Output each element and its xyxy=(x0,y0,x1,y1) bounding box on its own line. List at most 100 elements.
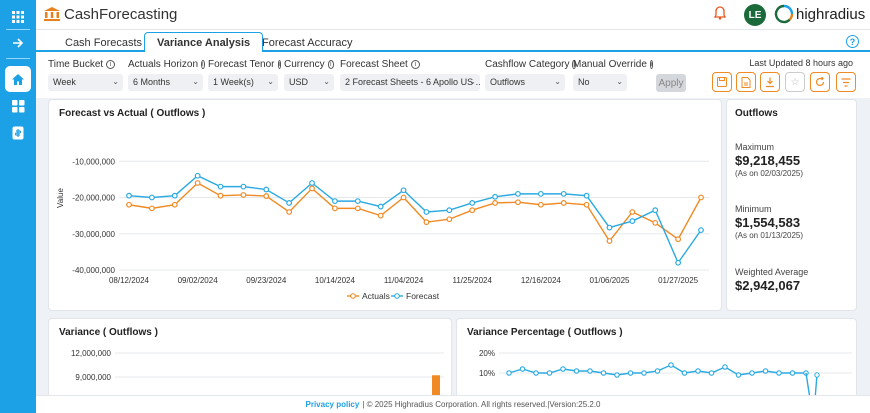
data-point xyxy=(675,259,682,266)
y-tick-label: 20% xyxy=(479,349,495,358)
info-icon[interactable]: i xyxy=(327,60,334,69)
chevron-down-icon: ⌄ xyxy=(616,77,623,86)
currency-value: USD xyxy=(289,77,309,87)
tab-forecast-accuracy[interactable]: Forecast Accuracy xyxy=(262,37,353,49)
data-point xyxy=(423,209,430,215)
filter-forecast-sheet: Forecast Sheet i 2 Forecast Sheets - 6 Ap… xyxy=(340,59,480,91)
cash-module-icon[interactable] xyxy=(5,120,31,146)
tab-variance-analysis[interactable]: Variance Analysis xyxy=(144,32,264,54)
privacy-policy-link[interactable]: Privacy policy xyxy=(305,400,360,409)
chevron-down-icon: ⌄ xyxy=(112,77,119,86)
data-point xyxy=(583,192,590,199)
variance-percentage-panel: Variance Percentage ( Outflows ) 20% 10% xyxy=(456,318,857,399)
footer: Privacy policy | © 2025 Highradius Corpo… xyxy=(36,395,870,413)
home-icon[interactable] xyxy=(5,66,31,92)
data-point xyxy=(492,200,498,206)
series-line-actuals xyxy=(128,182,702,243)
data-point xyxy=(749,370,755,376)
filter-icon[interactable] xyxy=(836,72,856,92)
info-icon[interactable]: i xyxy=(277,60,282,69)
info-icon[interactable]: i xyxy=(106,60,116,69)
apply-button[interactable]: Apply xyxy=(656,74,686,92)
manual-override-value: No xyxy=(578,77,590,87)
filter-forecast-tenor: Forecast Tenor i 1 Week(s) ⌄ xyxy=(208,59,282,91)
weighted-average-value: $2,942,067 xyxy=(735,278,801,293)
cashflow-category-select[interactable]: Outflows ⌄ xyxy=(485,74,565,91)
data-point xyxy=(698,194,704,201)
highradius-logo-icon xyxy=(774,4,794,24)
info-icon[interactable]: i xyxy=(410,60,420,69)
star-icon[interactable]: ☆ xyxy=(785,72,805,92)
info-icon[interactable]: i xyxy=(572,60,577,69)
chevron-down-icon: ⌄ xyxy=(267,77,274,86)
app-grid-icon[interactable] xyxy=(5,4,31,30)
data-point xyxy=(263,193,270,199)
chevron-down-icon: ⌄ xyxy=(323,77,330,86)
data-point xyxy=(286,209,293,215)
bell-icon[interactable] xyxy=(713,6,727,23)
data-point xyxy=(171,201,178,208)
dashboard-icon[interactable] xyxy=(5,93,31,119)
actuals-horizon-select[interactable]: 6 Months ⌄ xyxy=(128,74,203,91)
data-point xyxy=(708,370,715,376)
x-tick-label: 09/23/2024 xyxy=(246,276,287,285)
brand-logo: highradius xyxy=(774,4,865,24)
data-point xyxy=(515,199,521,206)
data-point xyxy=(377,212,384,219)
time-bucket-select[interactable]: Week ⌄ xyxy=(48,74,123,91)
info-icon[interactable]: i xyxy=(201,60,205,69)
expand-arrow-icon[interactable] xyxy=(5,30,31,56)
bank-icon xyxy=(44,7,60,24)
save-icon[interactable] xyxy=(712,72,732,92)
pdf-export-icon[interactable] xyxy=(736,72,756,92)
brand-name: highradius xyxy=(796,5,866,23)
manual-override-select[interactable]: No ⌄ xyxy=(573,74,627,91)
help-icon[interactable]: ? xyxy=(846,35,859,48)
avatar[interactable]: LE xyxy=(744,4,766,26)
time-bucket-value: Week xyxy=(53,77,76,87)
forecast-sheet-select[interactable]: 2 Forecast Sheets - 6 Apollo US ... ⌄ xyxy=(340,74,480,91)
x-tick-label: 10/14/2024 xyxy=(315,276,356,285)
refresh-icon[interactable] xyxy=(810,72,830,92)
data-point xyxy=(469,200,476,206)
data-point xyxy=(789,370,796,376)
y-tick-label: 9,000,000 xyxy=(75,373,111,382)
data-point xyxy=(217,183,224,190)
info-icon[interactable]: i xyxy=(649,60,654,69)
filter-manual-override: Manual Override i No ⌄ xyxy=(573,59,654,91)
data-point xyxy=(423,219,430,226)
tab-cash-forecasts[interactable]: Cash Forecasts xyxy=(65,37,143,49)
x-tick-label: 01/27/2025 xyxy=(658,276,699,285)
maximum-value: $9,218,455 xyxy=(735,153,801,168)
forecast-tenor-select[interactable]: 1 Week(s) ⌄ xyxy=(208,74,278,91)
data-point xyxy=(446,207,453,214)
x-tick-label: 08/12/2024 xyxy=(109,276,150,285)
data-point xyxy=(240,192,247,198)
data-point xyxy=(469,207,476,214)
download-icon[interactable] xyxy=(760,72,780,92)
currency-select[interactable]: USD ⌄ xyxy=(284,74,334,91)
legend-forecast-marker xyxy=(394,293,400,299)
data-point xyxy=(506,370,512,376)
data-point xyxy=(814,372,820,378)
x-tick-label: 09/02/2024 xyxy=(178,276,219,285)
filter-bar: Time Bucket i Week ⌄ Actuals Horizon i 6 Mo… xyxy=(36,52,870,98)
data-point xyxy=(587,368,593,374)
data-point xyxy=(629,218,636,224)
chevron-down-icon: ⌄ xyxy=(469,77,476,86)
data-point xyxy=(668,362,674,368)
x-tick-label: 12/16/2024 xyxy=(521,276,562,285)
legend-actuals: Actuals xyxy=(362,291,390,301)
data-point xyxy=(148,194,155,201)
data-point xyxy=(286,200,293,206)
y-tick-label: -40,000,000 xyxy=(72,266,115,275)
data-point xyxy=(354,205,361,212)
data-point xyxy=(675,236,682,243)
series-line-forecast xyxy=(128,174,702,265)
data-point xyxy=(537,190,544,197)
data-point xyxy=(492,193,498,200)
data-point xyxy=(171,192,178,199)
variance-bar xyxy=(432,375,440,399)
forecast-vs-actual-title: Forecast vs Actual ( Outflows ) xyxy=(59,108,206,119)
app-title: CashForecasting xyxy=(64,6,178,23)
